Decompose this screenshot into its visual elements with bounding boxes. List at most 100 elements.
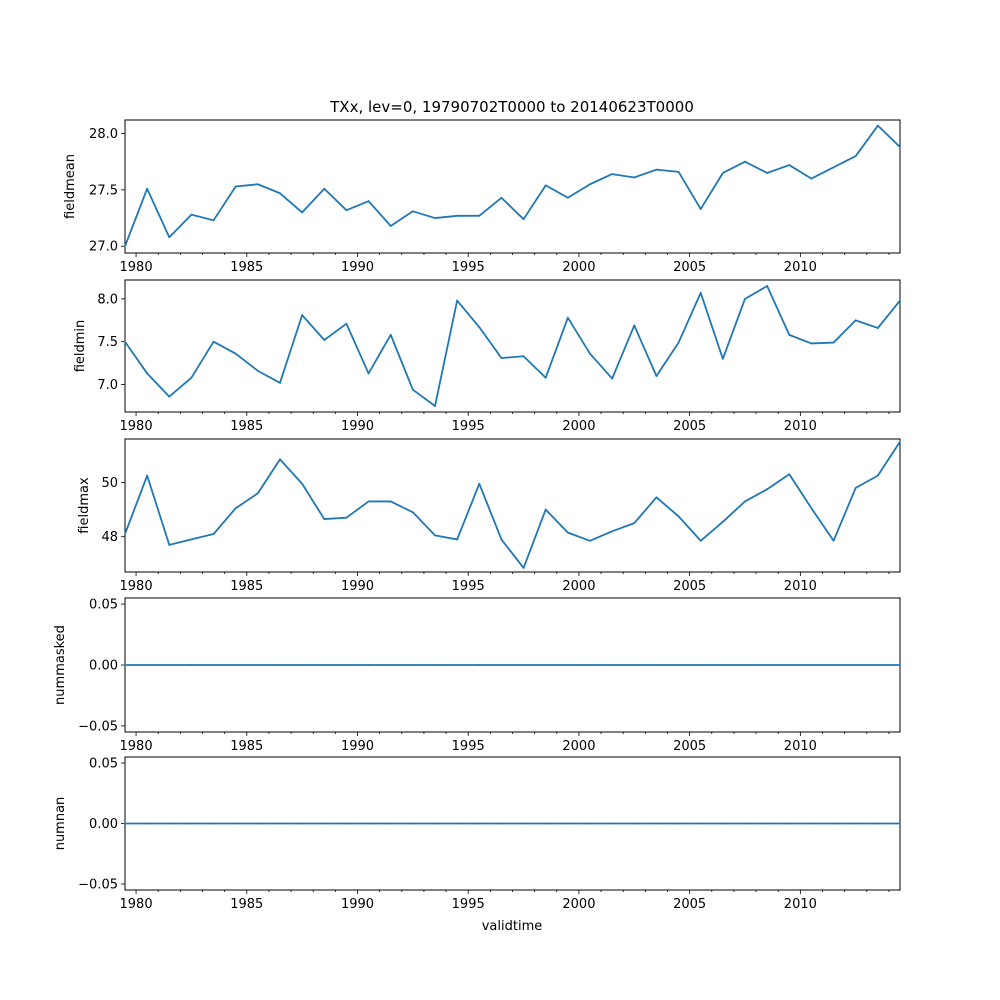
x-tick-label: 1985: [230, 419, 263, 434]
data-point: [411, 822, 414, 825]
x-tick-label: 1995: [452, 739, 485, 754]
data-point: [256, 369, 259, 372]
data-point: [633, 664, 636, 666]
data-point: [345, 322, 348, 325]
x-tick-label: 2000: [562, 897, 595, 912]
data-point: [411, 388, 414, 391]
x-tick-label: 2000: [562, 579, 595, 594]
x-tick-label: 1995: [452, 897, 485, 912]
data-point: [721, 172, 724, 174]
data-point: [744, 500, 746, 503]
data-point: [677, 515, 680, 518]
data-point: [234, 507, 237, 510]
x-tick-label: 2010: [784, 739, 817, 754]
axes-frame-fieldmin: [124, 279, 901, 413]
data-point: [544, 184, 547, 187]
y-tick-label: 8.0: [97, 292, 118, 307]
data-point: [810, 822, 813, 825]
data-point: [500, 357, 503, 359]
data-point: [655, 822, 658, 825]
y-axis-label: fieldmean: [63, 154, 78, 219]
y-tick-label: 27.5: [89, 183, 118, 198]
data-point: [500, 822, 503, 825]
data-point: [234, 185, 237, 188]
data-point: [566, 316, 569, 319]
data-point: [876, 474, 879, 477]
data-point: [389, 333, 392, 336]
data-point: [788, 822, 791, 825]
data-point: [323, 822, 326, 825]
data-point: [677, 170, 680, 173]
data-point: [389, 664, 392, 666]
y-axis-label: nummasked: [53, 625, 68, 705]
data-point: [478, 326, 481, 329]
data-point: [411, 664, 414, 666]
data-point: [367, 200, 370, 203]
x-tick-label: 1980: [120, 579, 153, 594]
data-point: [345, 516, 348, 519]
x-tick-label: 1995: [452, 260, 485, 275]
data-point: [655, 375, 658, 377]
x-tick-label: 1980: [120, 897, 153, 912]
data-point: [589, 822, 591, 825]
data-point: [589, 664, 591, 666]
data-point: [854, 822, 857, 825]
x-tick-label: 1990: [341, 897, 374, 912]
y-axis-label: fieldmax: [77, 477, 92, 534]
x-tick-label: 2005: [673, 579, 706, 594]
data-point: [876, 664, 879, 666]
y-tick-label: −0.05: [78, 877, 118, 892]
data-point: [234, 664, 237, 666]
data-point: [456, 299, 459, 302]
y-tick-label: 0.00: [89, 817, 118, 832]
data-point: [146, 822, 149, 825]
data-point: [367, 664, 370, 666]
x-tick-label: 2000: [562, 260, 595, 275]
data-point: [766, 172, 769, 174]
data-point: [279, 822, 281, 825]
x-tick-label: 2005: [673, 260, 706, 275]
data-point: [434, 822, 436, 825]
data-point: [301, 211, 304, 214]
data-point: [899, 299, 901, 302]
x-tick-label: 2010: [784, 897, 817, 912]
data-point: [389, 225, 392, 227]
data-point: [522, 822, 525, 825]
x-tick-label: 1980: [120, 260, 153, 275]
x-tick-label: 1980: [120, 419, 153, 434]
data-point: [721, 357, 724, 360]
data-point: [744, 664, 746, 666]
data-point: [456, 214, 459, 217]
chart-title: TXx, lev=0, 19790702T0000 to 20140623T00…: [329, 98, 694, 116]
data-point: [832, 822, 835, 825]
data-point: [146, 187, 149, 190]
data-point: [611, 530, 614, 533]
data-point: [212, 664, 215, 666]
x-tick-label: 1985: [230, 739, 263, 754]
x-tick-label: 2005: [673, 419, 706, 434]
data-point: [256, 664, 259, 666]
data-point: [500, 196, 503, 199]
data-point: [234, 352, 237, 355]
data-point: [168, 236, 171, 239]
data-point: [389, 500, 392, 503]
data-point: [544, 508, 547, 511]
data-point: [190, 664, 193, 666]
data-point: [323, 187, 326, 190]
data-point: [832, 664, 835, 666]
data-point: [434, 217, 436, 219]
data-point: [279, 664, 281, 666]
x-tick-label: 1990: [341, 260, 374, 275]
data-point: [766, 488, 769, 491]
data-point: [500, 538, 503, 541]
data-point: [146, 474, 149, 477]
data-point: [367, 822, 370, 825]
data-point: [256, 492, 259, 495]
data-point: [876, 822, 879, 825]
x-tick-label: 1995: [452, 419, 485, 434]
y-tick-label: 0.05: [89, 598, 118, 613]
data-point: [854, 319, 857, 322]
data-point: [522, 567, 525, 569]
subplot-fieldmean: 1980 1985 1990 1995 2000 2005 2010 27.0 27.5 28.0…: [63, 119, 901, 275]
data-point: [168, 822, 171, 825]
